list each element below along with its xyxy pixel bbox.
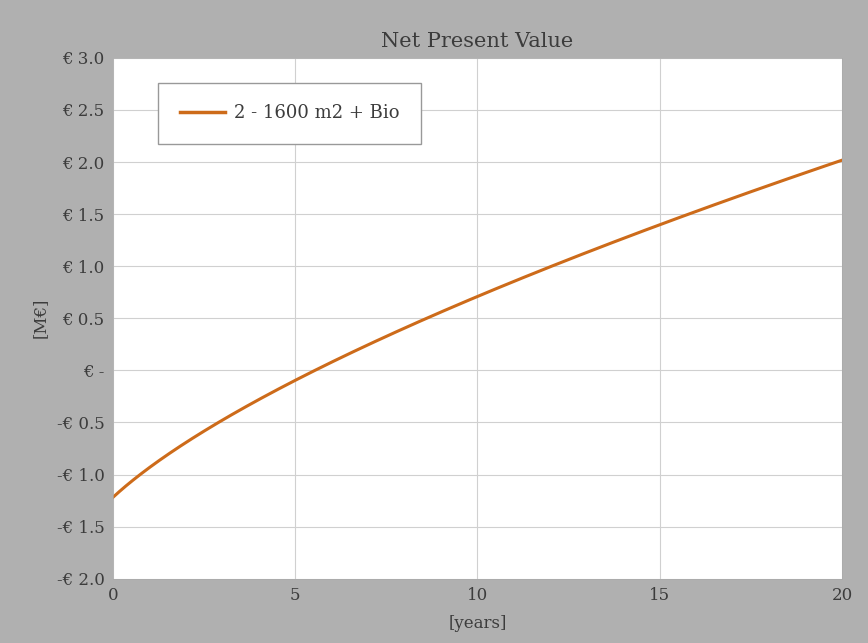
2 - 1600 m2 + Bio <box>689 208 700 216</box>
Legend: 2 - 1600 m2 + Bio: 2 - 1600 m2 + Bio <box>158 82 421 144</box>
2 - 1600 m2 + Bio <box>676 213 687 221</box>
2 - 1600 m2 + Bio <box>108 494 118 502</box>
Y-axis label: [M€]: [M€] <box>31 298 49 338</box>
2 - 1600 m2 + Bio <box>182 438 193 446</box>
2 - 1600 m2 + Bio <box>608 239 619 246</box>
Title: Net Present Value: Net Present Value <box>381 32 574 51</box>
2 - 1600 m2 + Bio <box>429 311 439 319</box>
X-axis label: [years]: [years] <box>448 615 507 632</box>
2 - 1600 m2 + Bio <box>403 323 413 331</box>
2 - 1600 m2 + Bio <box>837 156 847 164</box>
Line: 2 - 1600 m2 + Bio: 2 - 1600 m2 + Bio <box>113 160 842 498</box>
